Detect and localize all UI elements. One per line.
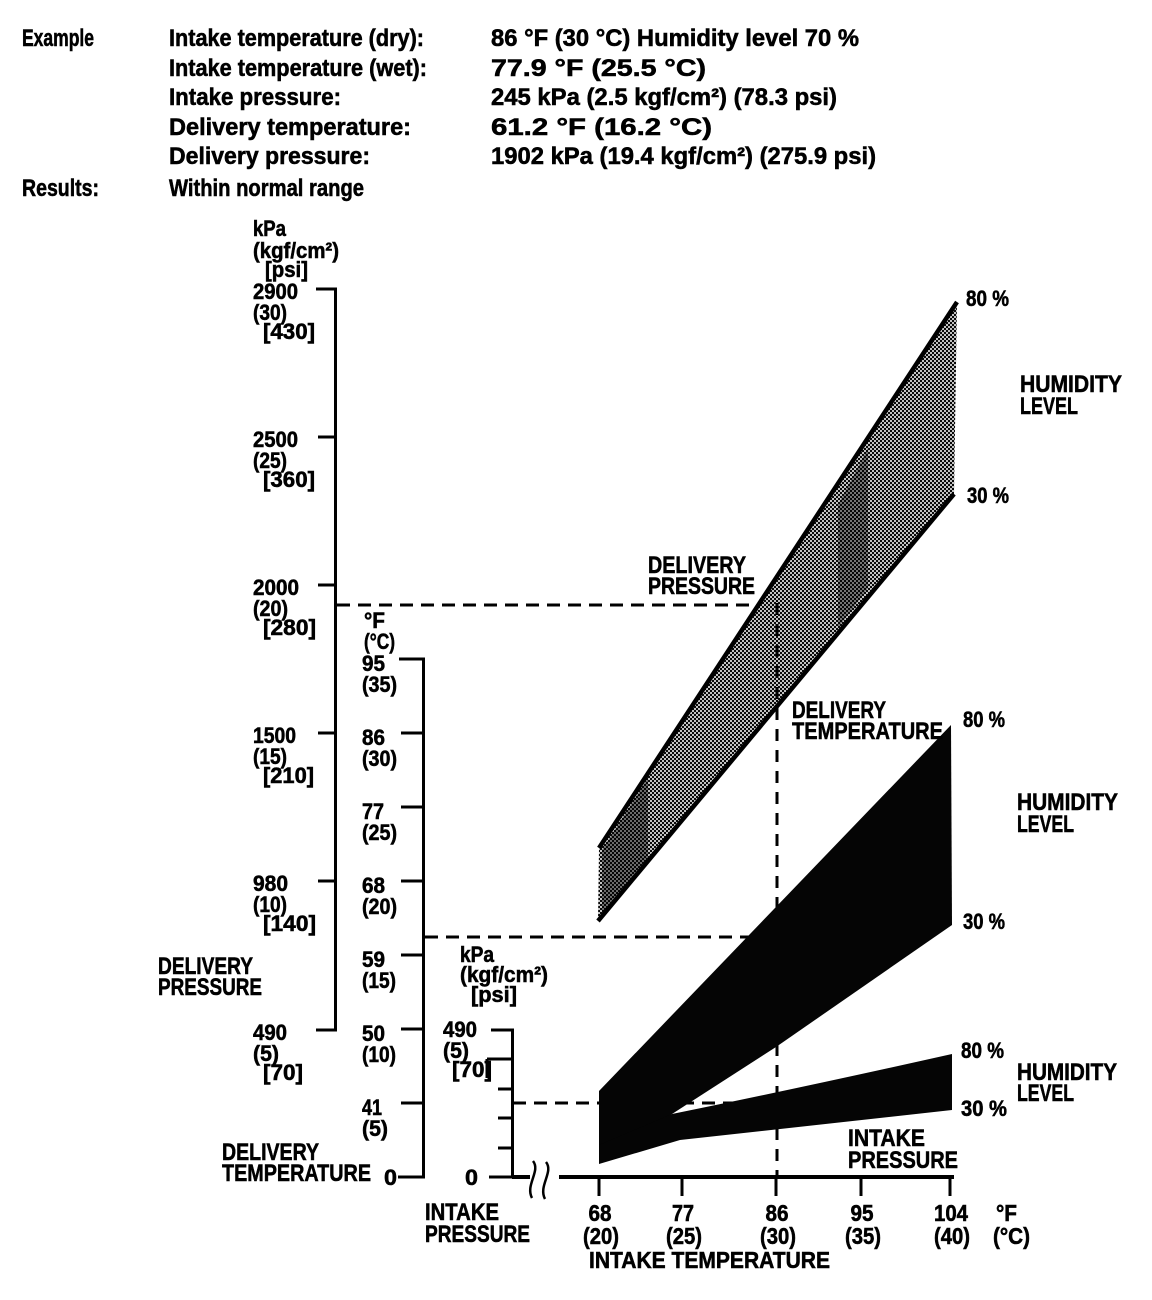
svg-text:(30): (30) — [253, 300, 287, 325]
svg-text:PRESSURE: PRESSURE — [425, 1221, 530, 1248]
svg-text:(10): (10) — [362, 1042, 396, 1067]
svg-text:INTAKE: INTAKE — [848, 1125, 925, 1152]
svg-text:[140]: [140] — [263, 911, 316, 936]
svg-text:Intake temperature (dry):: Intake temperature (dry): — [169, 25, 424, 52]
svg-text:1500: 1500 — [253, 723, 296, 748]
svg-text:80 %: 80 % — [963, 707, 1005, 732]
svg-text:HUMIDITY: HUMIDITY — [1017, 1059, 1117, 1086]
svg-text:LEVEL: LEVEL — [1020, 393, 1078, 420]
svg-text:(20): (20) — [583, 1223, 619, 1249]
svg-text:Delivery pressure:: Delivery pressure: — [169, 143, 370, 170]
svg-text:kPa: kPa — [253, 216, 287, 241]
svg-text:(5): (5) — [443, 1038, 469, 1063]
svg-text:68: 68 — [362, 873, 385, 898]
svg-text:(kgf/cm²): (kgf/cm²) — [253, 238, 339, 263]
svg-text:77: 77 — [672, 1200, 694, 1226]
svg-text:980: 980 — [253, 871, 288, 896]
svg-text:TEMPERATURE: TEMPERATURE — [792, 718, 943, 745]
svg-text:(10): (10) — [253, 892, 287, 917]
svg-text:PRESSURE: PRESSURE — [158, 974, 262, 1001]
svg-text:2500: 2500 — [253, 427, 298, 452]
svg-text:30 %: 30 % — [961, 1096, 1007, 1121]
svg-text:[70]: [70] — [263, 1060, 303, 1085]
svg-text:0: 0 — [465, 1165, 478, 1190]
svg-text:HUMIDITY: HUMIDITY — [1020, 371, 1122, 398]
svg-text:°F: °F — [364, 608, 385, 633]
svg-text:(°C): (°C) — [993, 1223, 1030, 1249]
svg-text:°F: °F — [996, 1200, 1017, 1226]
svg-text:DELIVERY: DELIVERY — [648, 552, 746, 579]
svg-text:(°C): (°C) — [364, 629, 395, 654]
svg-text:DELIVERY: DELIVERY — [158, 953, 253, 980]
svg-text:INTAKE: INTAKE — [425, 1199, 499, 1226]
svg-text:86: 86 — [362, 725, 385, 750]
svg-text:41: 41 — [362, 1095, 382, 1120]
svg-text:PRESSURE: PRESSURE — [648, 573, 755, 600]
svg-text:[280]: [280] — [263, 615, 316, 640]
svg-text:(5): (5) — [253, 1041, 279, 1066]
svg-text:490: 490 — [253, 1020, 287, 1045]
svg-text:Example: Example — [22, 25, 94, 52]
svg-text:490: 490 — [443, 1017, 477, 1042]
svg-text:[430]: [430] — [263, 319, 315, 344]
svg-text:(35): (35) — [845, 1223, 881, 1249]
svg-text:61.2 °F (16.2 °C): 61.2 °F (16.2 °C) — [491, 114, 712, 141]
svg-text:59: 59 — [362, 947, 385, 972]
svg-text:104: 104 — [934, 1200, 968, 1226]
svg-text:kPa: kPa — [460, 942, 495, 967]
svg-text:(5): (5) — [362, 1116, 388, 1141]
svg-text:77: 77 — [362, 799, 384, 824]
svg-text:Within normal range: Within normal range — [169, 175, 364, 202]
svg-text:(15): (15) — [362, 968, 396, 993]
svg-text:(25): (25) — [253, 448, 287, 473]
svg-text:HUMIDITY: HUMIDITY — [1017, 789, 1118, 816]
svg-text:Intake temperature (wet):: Intake temperature (wet): — [169, 55, 427, 82]
svg-text:80 %: 80 % — [961, 1038, 1004, 1063]
svg-text:30 %: 30 % — [967, 483, 1009, 508]
svg-text:Results:: Results: — [22, 175, 99, 202]
svg-text:95: 95 — [362, 651, 385, 676]
svg-text:245 kPa (2.5 kgf/cm²) (78.3 ps: 245 kPa (2.5 kgf/cm²) (78.3 psi) — [491, 84, 837, 111]
svg-text:(25): (25) — [666, 1223, 702, 1249]
svg-text:(30): (30) — [362, 746, 397, 771]
svg-text:LEVEL: LEVEL — [1017, 811, 1074, 838]
svg-text:68: 68 — [589, 1200, 612, 1226]
svg-text:0: 0 — [384, 1165, 397, 1190]
svg-text:DELIVERY: DELIVERY — [792, 697, 886, 724]
svg-text:DELIVERY: DELIVERY — [222, 1139, 319, 1166]
svg-text:[psi]: [psi] — [471, 982, 517, 1007]
svg-text:77.9 °F (25.5 °C): 77.9 °F (25.5 °C) — [491, 55, 706, 82]
svg-text:95: 95 — [851, 1200, 874, 1226]
svg-text:[210]: [210] — [263, 763, 314, 788]
svg-text:30 %: 30 % — [963, 909, 1005, 934]
svg-text:(30): (30) — [760, 1223, 796, 1249]
svg-text:[70]: [70] — [452, 1057, 492, 1082]
svg-text:86 °F (30 °C) Humidity level 7: 86 °F (30 °C) Humidity level 70 % — [491, 25, 859, 52]
svg-text:2000: 2000 — [253, 575, 299, 600]
svg-text:[psi]: [psi] — [265, 257, 308, 282]
svg-text:LEVEL: LEVEL — [1017, 1080, 1074, 1107]
svg-text:(20): (20) — [362, 894, 397, 919]
svg-text:(25): (25) — [362, 820, 397, 845]
svg-text:Intake pressure:: Intake pressure: — [169, 84, 341, 111]
svg-text:(15): (15) — [253, 744, 287, 769]
svg-text:[360]: [360] — [263, 467, 315, 492]
svg-text:50: 50 — [362, 1021, 385, 1046]
svg-text:PRESSURE: PRESSURE — [848, 1147, 958, 1174]
svg-text:Delivery temperature:: Delivery temperature: — [169, 114, 411, 141]
svg-text:INTAKE TEMPERATURE: INTAKE TEMPERATURE — [589, 1247, 830, 1273]
svg-text:1902 kPa (19.4 kgf/cm²) (275.9: 1902 kPa (19.4 kgf/cm²) (275.9 psi) — [491, 143, 876, 170]
svg-text:2900: 2900 — [253, 279, 298, 304]
svg-text:TEMPERATURE: TEMPERATURE — [222, 1160, 371, 1187]
svg-text:86: 86 — [766, 1200, 789, 1226]
svg-text:(40): (40) — [934, 1223, 970, 1249]
svg-text:(35): (35) — [362, 672, 397, 697]
svg-text:80 %: 80 % — [966, 286, 1009, 311]
svg-text:(kgf/cm²): (kgf/cm²) — [460, 962, 548, 987]
svg-text:(20): (20) — [253, 596, 288, 621]
